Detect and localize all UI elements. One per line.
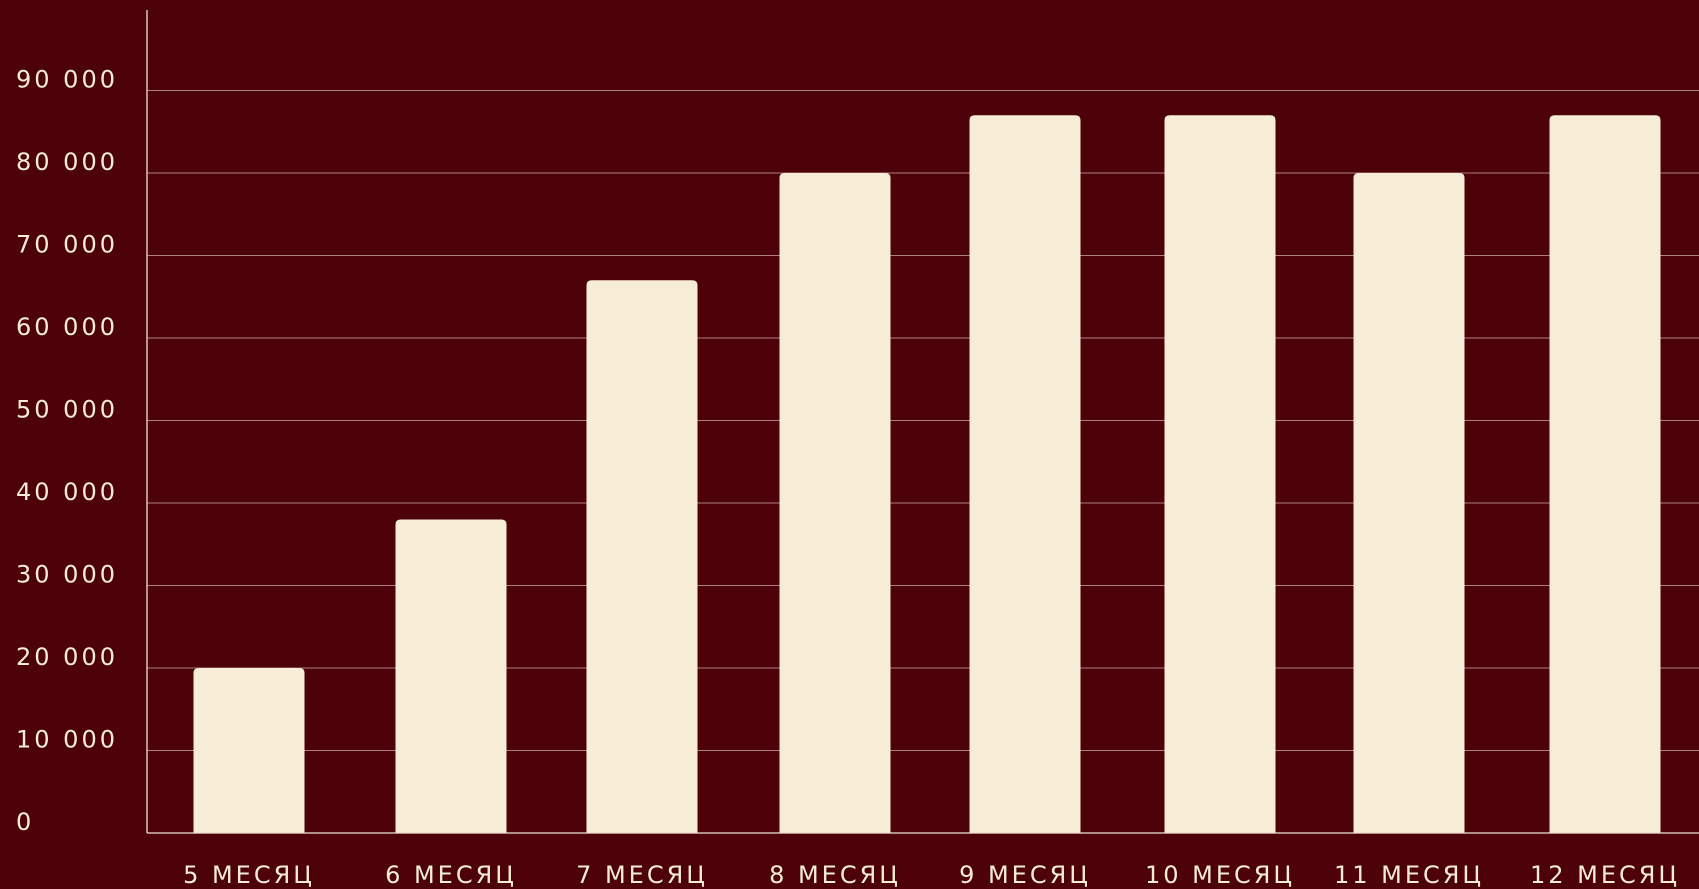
bar xyxy=(779,173,891,833)
y-tick-label: 80 000 xyxy=(16,148,118,176)
x-category-label: 12 МЕСЯЦ xyxy=(1530,861,1680,889)
bar xyxy=(586,280,698,833)
y-tick-label: 20 000 xyxy=(16,643,118,671)
x-category-label: 5 МЕСЯЦ xyxy=(183,861,315,889)
y-tick-label: 40 000 xyxy=(16,478,118,506)
y-tick-label: 30 000 xyxy=(16,561,118,589)
bar xyxy=(1353,173,1465,833)
x-category-label: 8 МЕСЯЦ xyxy=(769,861,901,889)
x-category-label: 9 МЕСЯЦ xyxy=(959,861,1091,889)
y-tick-label: 60 000 xyxy=(16,313,118,341)
grid-lines xyxy=(147,90,1699,751)
y-tick-label: 0 xyxy=(16,808,34,836)
bar xyxy=(193,668,305,833)
y-tick-label: 10 000 xyxy=(16,726,118,754)
bar xyxy=(1549,115,1661,833)
x-category-label: 6 МЕСЯЦ xyxy=(385,861,517,889)
x-axis-category-labels: 5 МЕСЯЦ 6 МЕСЯЦ 7 МЕСЯЦ 8 МЕСЯЦ 9 МЕСЯЦ 10 МЕ… xyxy=(183,861,1680,889)
y-tick-label: 70 000 xyxy=(16,231,118,259)
y-tick-label: 50 000 xyxy=(16,396,118,424)
y-axis-tick-labels: 0 10 000 20 000 30 000 40 000 50 000 60 000 70 … xyxy=(16,66,118,837)
y-tick-label: 90 000 xyxy=(16,66,118,94)
axes xyxy=(146,10,1699,834)
bars xyxy=(193,115,1661,833)
x-category-label: 7 МЕСЯЦ xyxy=(576,861,708,889)
bar xyxy=(969,115,1081,833)
x-category-label: 10 МЕСЯЦ xyxy=(1145,861,1295,889)
bar xyxy=(395,519,507,833)
x-category-label: 11 МЕСЯЦ xyxy=(1334,861,1484,889)
bar xyxy=(1164,115,1276,833)
